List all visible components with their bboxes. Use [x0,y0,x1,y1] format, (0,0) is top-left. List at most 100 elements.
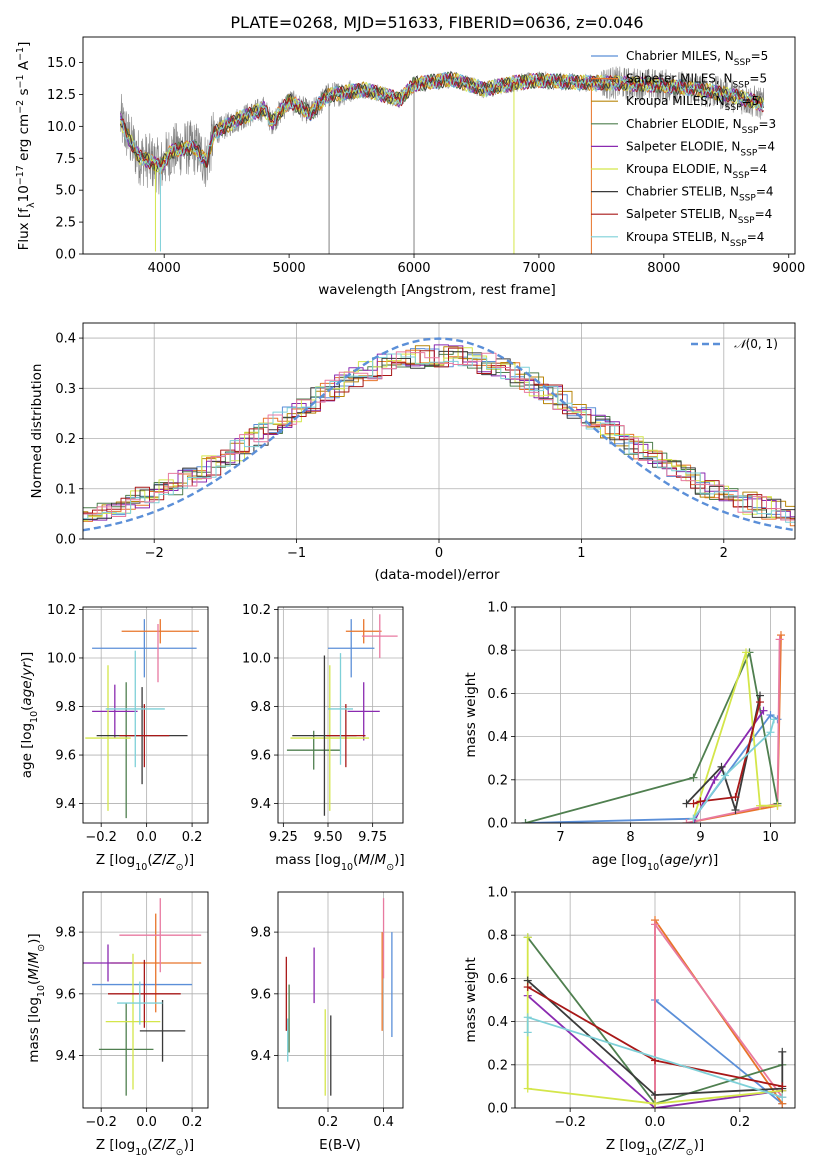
y-tick-label: 10.2 [47,603,76,618]
x-axis-label-part: Z [152,852,163,868]
x-axis-label-part: )] [184,852,195,868]
x-axis-label: wavelength [Angstrom, rest frame] [318,282,556,298]
axes-age_vs_mass: 9.25 9.50 9.75 9.4 9.6 9.8 10.0 10.2 [242,603,404,845]
model-spectrum-line [120,72,764,174]
x-tick-label: 9.75 [358,830,387,845]
y-tick-label: 0.3 [55,382,76,397]
legend-entry-part: =4 [757,139,775,153]
y-tick-label: 0.8 [487,644,508,659]
plot-area [523,916,787,1108]
x-axis-label-part: yr [693,852,709,868]
plot-area [286,614,398,816]
y-axis-label-part: M [26,951,42,963]
x-axis-label-part: / [162,852,167,868]
x-tick-label: 0.2 [730,1115,751,1130]
plot-area [120,66,765,254]
y-tick-label: 0.4 [487,1015,508,1030]
y-tick-label: 10.0 [242,651,271,666]
y-tick-label: 10.0 [47,651,76,666]
y-axis-label-part: ( [19,706,35,711]
legend-entry-part: SSP [733,81,750,91]
legend-entry-part: =5 [751,49,769,63]
plot-area [83,337,795,532]
y-axis-label-part: Flux [f [16,207,32,251]
y-axis-label-part: −2 [15,100,26,114]
x-tick-label: 0.2 [182,830,203,845]
y-axis-label-part: ⊙ [36,944,47,952]
y-axis-label: mass weight [463,672,479,757]
x-axis-label-part: Z [662,1137,673,1153]
axes-age_vs_Z: −0.2 0.0 0.2 9.4 9.6 9.8 10.0 10.2 [47,603,209,845]
figure-title: PLATE=0268, MJD=51633, FIBERID=0636, z=0… [230,13,643,32]
legend-entry-part: Salpeter STELIB, N [626,207,738,221]
y-axis-label-part: mass [log [26,997,42,1063]
y-axis-label-part: 10 [29,711,40,723]
y-tick-label: 0.0 [55,533,76,548]
y-axis-label: mass [log10(M/M⊙)] [26,933,47,1062]
x-tick-label: −1 [287,546,306,561]
y-tick-label: 0.6 [487,687,508,702]
y-tick-label: 1.0 [487,886,508,901]
axes-frame [82,322,796,540]
legend-entry-part: SSP [742,126,759,136]
y-tick-label: 0.0 [55,248,76,263]
x-tick-label: 5000 [273,261,306,276]
axes-frame [514,606,796,824]
x-axis-label: E(B-V) [319,1137,361,1153]
x-axis-label-part: Z [152,1137,163,1153]
x-axis-label-part: ( [659,852,664,868]
x-axis-label-part: / [370,852,375,868]
y-tick-label: 9.4 [55,797,76,812]
legend-entry-part: Chabrier ELODIE, N [626,117,742,131]
legend-entry-part: Chabrier STELIB, N [626,185,739,199]
x-tick-label: 0.0 [645,1115,666,1130]
x-axis-label-part: )] [394,852,405,868]
mass-weight-line [693,701,761,805]
y-tick-label: 10.2 [242,603,271,618]
y-axis-label: age [log10(age/yr)] [19,652,40,778]
legend-entry-part: SSP [730,239,747,249]
y-tick-label: 0.4 [55,332,76,347]
x-axis-label-part: ⊙ [386,862,394,873]
x-axis-label-part: 10 [645,1147,657,1158]
x-tick-label: 9000 [772,261,805,276]
grid [83,892,208,1108]
y-axis-label-part: ( [26,980,42,985]
grid [278,892,403,1108]
model-spectrum-line [120,73,764,173]
y-tick-label: 9.8 [55,926,76,941]
x-tick-label: −0.2 [85,1115,117,1130]
x-axis-label-part: ( [147,852,152,868]
residual-histogram [83,353,795,523]
y-tick-label: 0.0 [487,817,508,832]
x-axis-label-part: )] [694,1137,705,1153]
legend-entry: Chabrier MILES, NSSP=5 [626,49,768,68]
x-tick-label: 0 [435,546,443,561]
x-axis-label-part: / [162,1137,167,1153]
y-axis-label-part: s [16,88,32,99]
x-axis-label: age [log10(age/yr)] [592,852,718,873]
x-tick-label: 9 [696,830,704,845]
y-tick-label: 0.6 [487,972,508,987]
x-tick-label: −0.2 [85,830,117,845]
y-tick-label: 7.5 [55,152,76,167]
x-axis-label-part: Z [log [96,852,135,868]
y-tick-label: 0.8 [487,929,508,944]
x-axis-label-part: ⊙ [686,1147,694,1158]
axes-residuals: −2 −1 0 1 2 0.0 0.1 0.2 0.3 0.4 𝒩(0, 1) [55,322,796,561]
model-spectrum-line [120,71,764,170]
y-tick-label: 0.2 [487,773,508,788]
x-tick-label: 4000 [148,261,181,276]
legend-entry-part: Kroupa ELODIE, N [626,162,733,176]
x-tick-label: 0.4 [373,1115,394,1130]
legend-entry: Salpeter MILES, NSSP=5 [626,72,767,91]
x-axis-label-part: / [672,1137,677,1153]
x-tick-label: 7000 [522,261,555,276]
x-axis-label-part: ( [657,1137,662,1153]
y-tick-label: 9.6 [250,749,271,764]
x-axis-label-part: age [664,852,689,868]
x-axis-label-part: )] [184,1137,195,1153]
y-tick-label: 0.4 [487,730,508,745]
y-tick-label: 0.2 [487,1058,508,1073]
